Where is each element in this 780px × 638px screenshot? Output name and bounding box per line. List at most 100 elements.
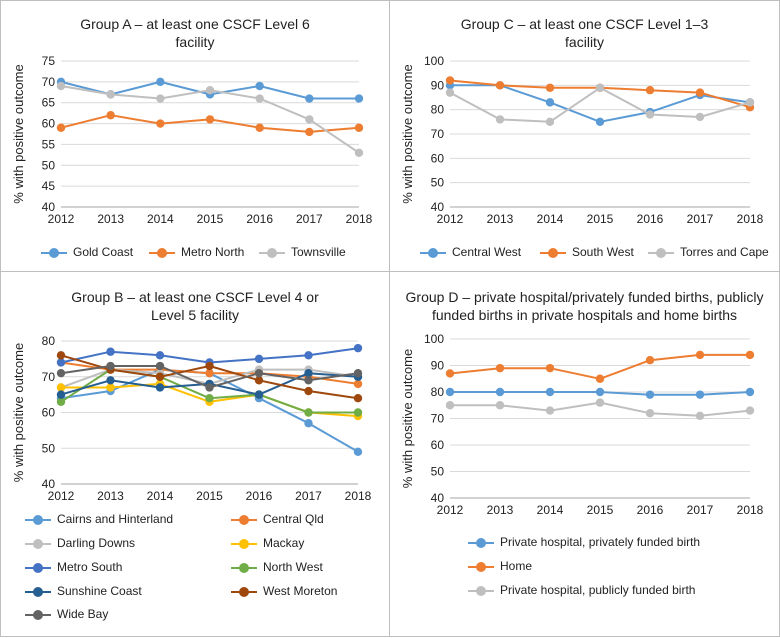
chart-title-line-1: Group B – at least one CSCF Level 4 or [71, 289, 319, 305]
data-point [304, 368, 313, 378]
y-tick-label: 45 [42, 179, 56, 193]
legend-label: Mackay [263, 536, 305, 550]
legend-item: Home [468, 559, 532, 573]
series-2 [445, 398, 755, 421]
chart-title: Group D – private hospital/privately fun… [390, 288, 779, 324]
legend-item: Darling Downs [25, 536, 135, 550]
data-point [545, 387, 555, 397]
legend-swatch [41, 247, 67, 258]
data-point [645, 409, 655, 418]
chart-title-line-2: Level 5 facility [151, 307, 239, 323]
data-point [745, 387, 755, 397]
chart-plot-area: 40 45 50 55 60 65 70 75 2012 2013 2014 2015 2016 2017… [11, 54, 373, 226]
data-point [56, 368, 66, 378]
data-point [205, 115, 215, 124]
data-point [205, 86, 215, 95]
x-tick-label: 2014 [537, 503, 564, 517]
chart-plot-area: 40 50 60 70 80 90 100 2012 2013 2014 2015 2016 2017 2… [400, 54, 764, 226]
y-tick-label: 100 [424, 332, 444, 346]
data-point [205, 361, 214, 371]
y-tick-label: 50 [431, 176, 445, 190]
data-point [56, 81, 66, 91]
series-line [449, 86, 751, 123]
x-tick-label: 2016 [246, 212, 273, 226]
data-point [205, 394, 214, 403]
data-point [545, 98, 555, 107]
x-tick-label: 2012 [437, 212, 464, 226]
legend-swatch [648, 247, 674, 258]
data-point [254, 390, 264, 399]
y-tick-label: 80 [42, 334, 56, 348]
y-axis-label: % with positive outcome [11, 64, 26, 203]
data-point [255, 81, 264, 91]
y-tick-label: 60 [42, 406, 56, 420]
data-point [545, 363, 555, 373]
data-point [645, 390, 655, 399]
legend-label: West Moreton [263, 584, 338, 598]
y-tick-label: 50 [42, 158, 56, 172]
chart-title-line-2: facility [175, 34, 215, 50]
series-2 [445, 83, 755, 127]
legend-swatch [25, 514, 51, 525]
legend-swatch [25, 609, 51, 620]
series-8 [56, 361, 363, 392]
chart-title: Group B – at least one CSCF Level 4 or L… [1, 288, 389, 324]
x-tick-label: 2015 [587, 212, 614, 226]
y-tick-label: 50 [42, 441, 56, 455]
legend-label: Private hospital, publicly funded birth [500, 583, 696, 597]
legend-item: Mackay [231, 536, 304, 550]
data-point [495, 387, 505, 397]
chart-panel-group-d: Group D – private hospital/privately fun… [389, 271, 780, 637]
legend-item: Central West [420, 245, 521, 259]
y-tick-label: 60 [42, 117, 56, 131]
chart-panel-group-c: Group C – at least one CSCF Level 1–3 fa… [389, 0, 780, 272]
data-point [595, 83, 605, 92]
legend-item: South West [540, 245, 634, 259]
y-tick-label: 80 [431, 385, 445, 399]
legend-label: North West [263, 560, 323, 574]
data-point [205, 368, 214, 378]
data-point [445, 88, 455, 97]
legend-label: Wide Bay [57, 607, 109, 621]
data-point [106, 361, 115, 371]
legend-item: West Moreton [231, 584, 337, 598]
data-point [595, 374, 605, 383]
y-tick-label: 60 [431, 438, 445, 452]
data-point [305, 127, 314, 137]
y-tick-label: 70 [42, 75, 56, 89]
data-point [745, 98, 755, 107]
data-point [304, 376, 313, 385]
x-tick-label: 2014 [147, 489, 174, 503]
data-point [255, 123, 264, 132]
data-point [695, 350, 705, 360]
legend-swatch [540, 247, 566, 258]
data-point [106, 347, 115, 356]
data-point [56, 358, 66, 367]
legend-swatch [231, 562, 257, 573]
legend-label: Central West [452, 245, 522, 259]
chart-title-line-2: facility [565, 34, 604, 50]
legend-item: Private hospital, publicly funded birth [468, 583, 695, 597]
data-point [155, 351, 165, 360]
data-point [254, 354, 264, 364]
legend-item: Sunshine Coast [25, 584, 142, 598]
chart-plot-area: 40 50 60 70 80 90 100 2012 2013 2014 2015 2016 2017 2… [400, 332, 764, 517]
x-tick-label: 2017 [296, 212, 323, 226]
data-point [695, 390, 705, 399]
data-point [695, 88, 705, 97]
data-point [106, 383, 115, 392]
y-tick-label: 40 [42, 477, 56, 491]
data-point [353, 447, 363, 457]
x-tick-label: 2013 [97, 489, 124, 503]
series-0 [445, 387, 755, 399]
legend-swatch [468, 585, 494, 596]
y-tick-label: 90 [431, 359, 445, 373]
y-tick-label: 40 [42, 200, 56, 214]
chart-title: Group C – at least one CSCF Level 1–3 fa… [390, 15, 779, 51]
data-point [545, 83, 555, 92]
data-point [156, 94, 165, 103]
chart-title-line-1: Group C – at least one CSCF Level 1–3 [460, 16, 709, 32]
series-2 [56, 81, 364, 157]
x-tick-label: 2016 [637, 503, 664, 517]
data-point [645, 86, 655, 95]
